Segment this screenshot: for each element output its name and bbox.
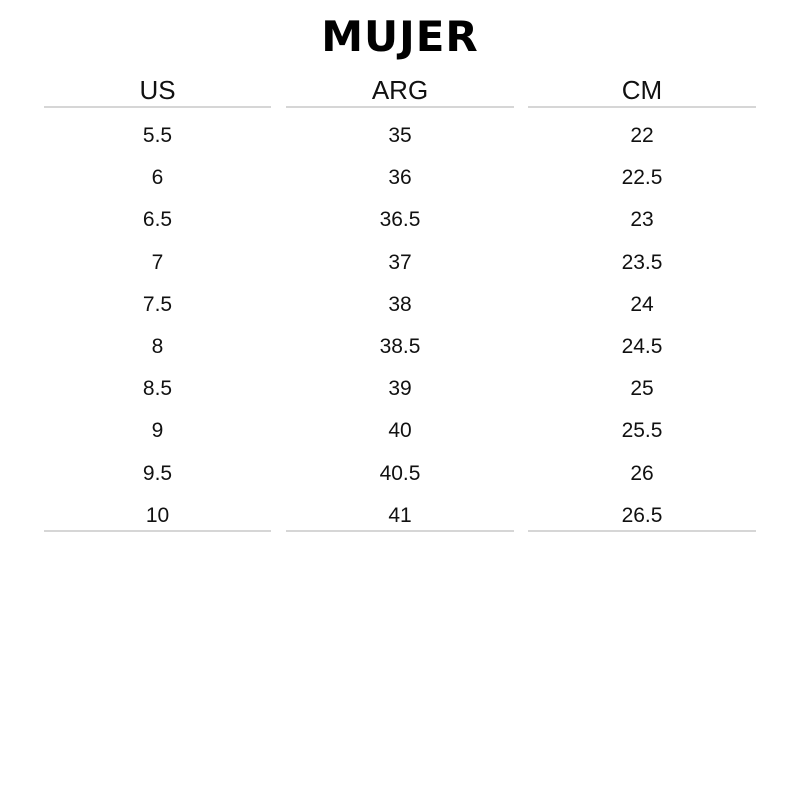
table-cell: 6.5 bbox=[142, 208, 173, 232]
column-cells: 35 36 36.5 37 38 38.5 39 40 40.5 41 bbox=[286, 108, 514, 532]
column-arg: ARG 35 36 36.5 37 38 38.5 39 40 40.5 41 bbox=[286, 70, 514, 532]
table-cell: 35 bbox=[388, 124, 412, 147]
table-cell: 10 bbox=[145, 503, 170, 527]
column-cm: CM 22 22.5 23 23.5 24 24.5 25 25.5 26 26.5 bbox=[528, 70, 756, 532]
page-title: MUJER bbox=[321, 12, 479, 61]
table-cell: 8 bbox=[151, 334, 164, 358]
table-cell: 39 bbox=[388, 377, 412, 401]
table-cell: 37 bbox=[388, 250, 412, 274]
column-us: US 5.5 6 6.5 7 7.5 8 8.5 9 9.5 10 bbox=[44, 70, 271, 532]
table-cell: 22 bbox=[630, 124, 654, 147]
table-cell: 7 bbox=[151, 250, 164, 274]
table-cell: 23.5 bbox=[621, 250, 663, 274]
table-cell: 36 bbox=[388, 166, 412, 190]
table-cell: 23 bbox=[630, 208, 654, 232]
column-cells: 22 22.5 23 23.5 24 24.5 25 25.5 26 26.5 bbox=[528, 108, 756, 532]
table-cell: 40 bbox=[388, 419, 412, 443]
table-cell: 9 bbox=[151, 419, 164, 443]
table-cell: 24.5 bbox=[621, 334, 663, 358]
table-cell: 7.5 bbox=[142, 292, 173, 316]
column-header: US bbox=[44, 70, 271, 108]
column-cells: 5.5 6 6.5 7 7.5 8 8.5 9 9.5 10 bbox=[44, 108, 271, 532]
table-cell: 22.5 bbox=[621, 166, 663, 190]
table-cell: 24 bbox=[630, 292, 654, 316]
table-cell: 38.5 bbox=[379, 334, 421, 358]
table-cell: 36.5 bbox=[379, 208, 421, 232]
column-header: ARG bbox=[286, 70, 514, 108]
table-cell: 5.5 bbox=[142, 124, 173, 147]
column-header: CM bbox=[528, 70, 756, 108]
table-cell: 41 bbox=[388, 503, 412, 527]
table-cell: 6 bbox=[151, 166, 164, 190]
table-cell: 25 bbox=[630, 377, 654, 401]
table-cell: 38 bbox=[388, 292, 412, 316]
table-cell: 25.5 bbox=[621, 419, 663, 443]
table-cell: 8.5 bbox=[142, 377, 173, 401]
table-cell: 26 bbox=[630, 461, 654, 485]
table-cell: 9.5 bbox=[142, 461, 173, 485]
table-cell: 26.5 bbox=[621, 503, 663, 527]
table-cell: 40.5 bbox=[379, 461, 421, 485]
